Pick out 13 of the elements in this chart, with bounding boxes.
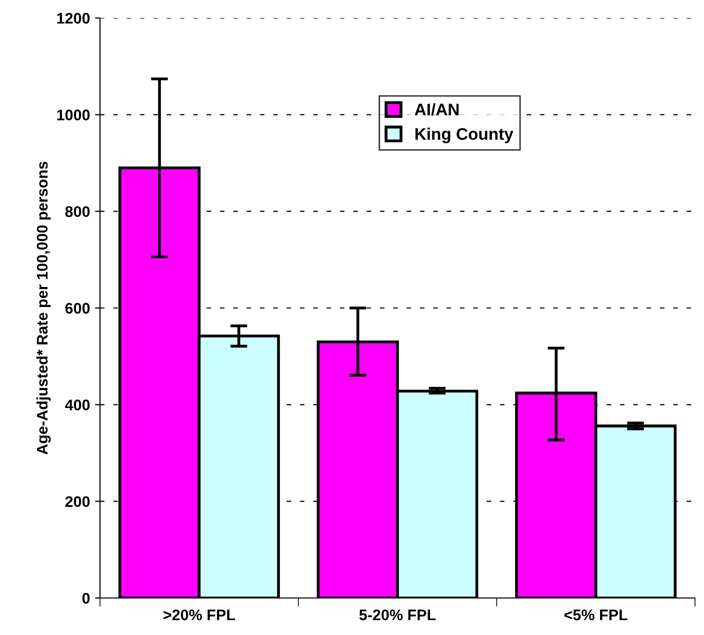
legend-label: King County — [415, 128, 514, 144]
y-tick-label: 400 — [65, 400, 90, 410]
y-tick-label: 800 — [65, 206, 90, 218]
y-tick-label: 1000 — [57, 110, 90, 120]
y-tick-label: 1200 — [57, 12, 90, 24]
y-tick-label: 600 — [65, 302, 90, 314]
x-tick-label: 5-20% FPL — [359, 610, 436, 620]
x-tick-label: >20% FPL — [164, 610, 235, 620]
y-tick-label: 0 — [82, 592, 90, 604]
legend-label: AI/AN — [414, 103, 459, 116]
y-tick-label: 200 — [65, 496, 90, 508]
x-tick-label: <5% FPL — [564, 610, 628, 620]
y-axis-title: Age-Adjusted* Rate per 100,000 persons — [36, 162, 51, 454]
